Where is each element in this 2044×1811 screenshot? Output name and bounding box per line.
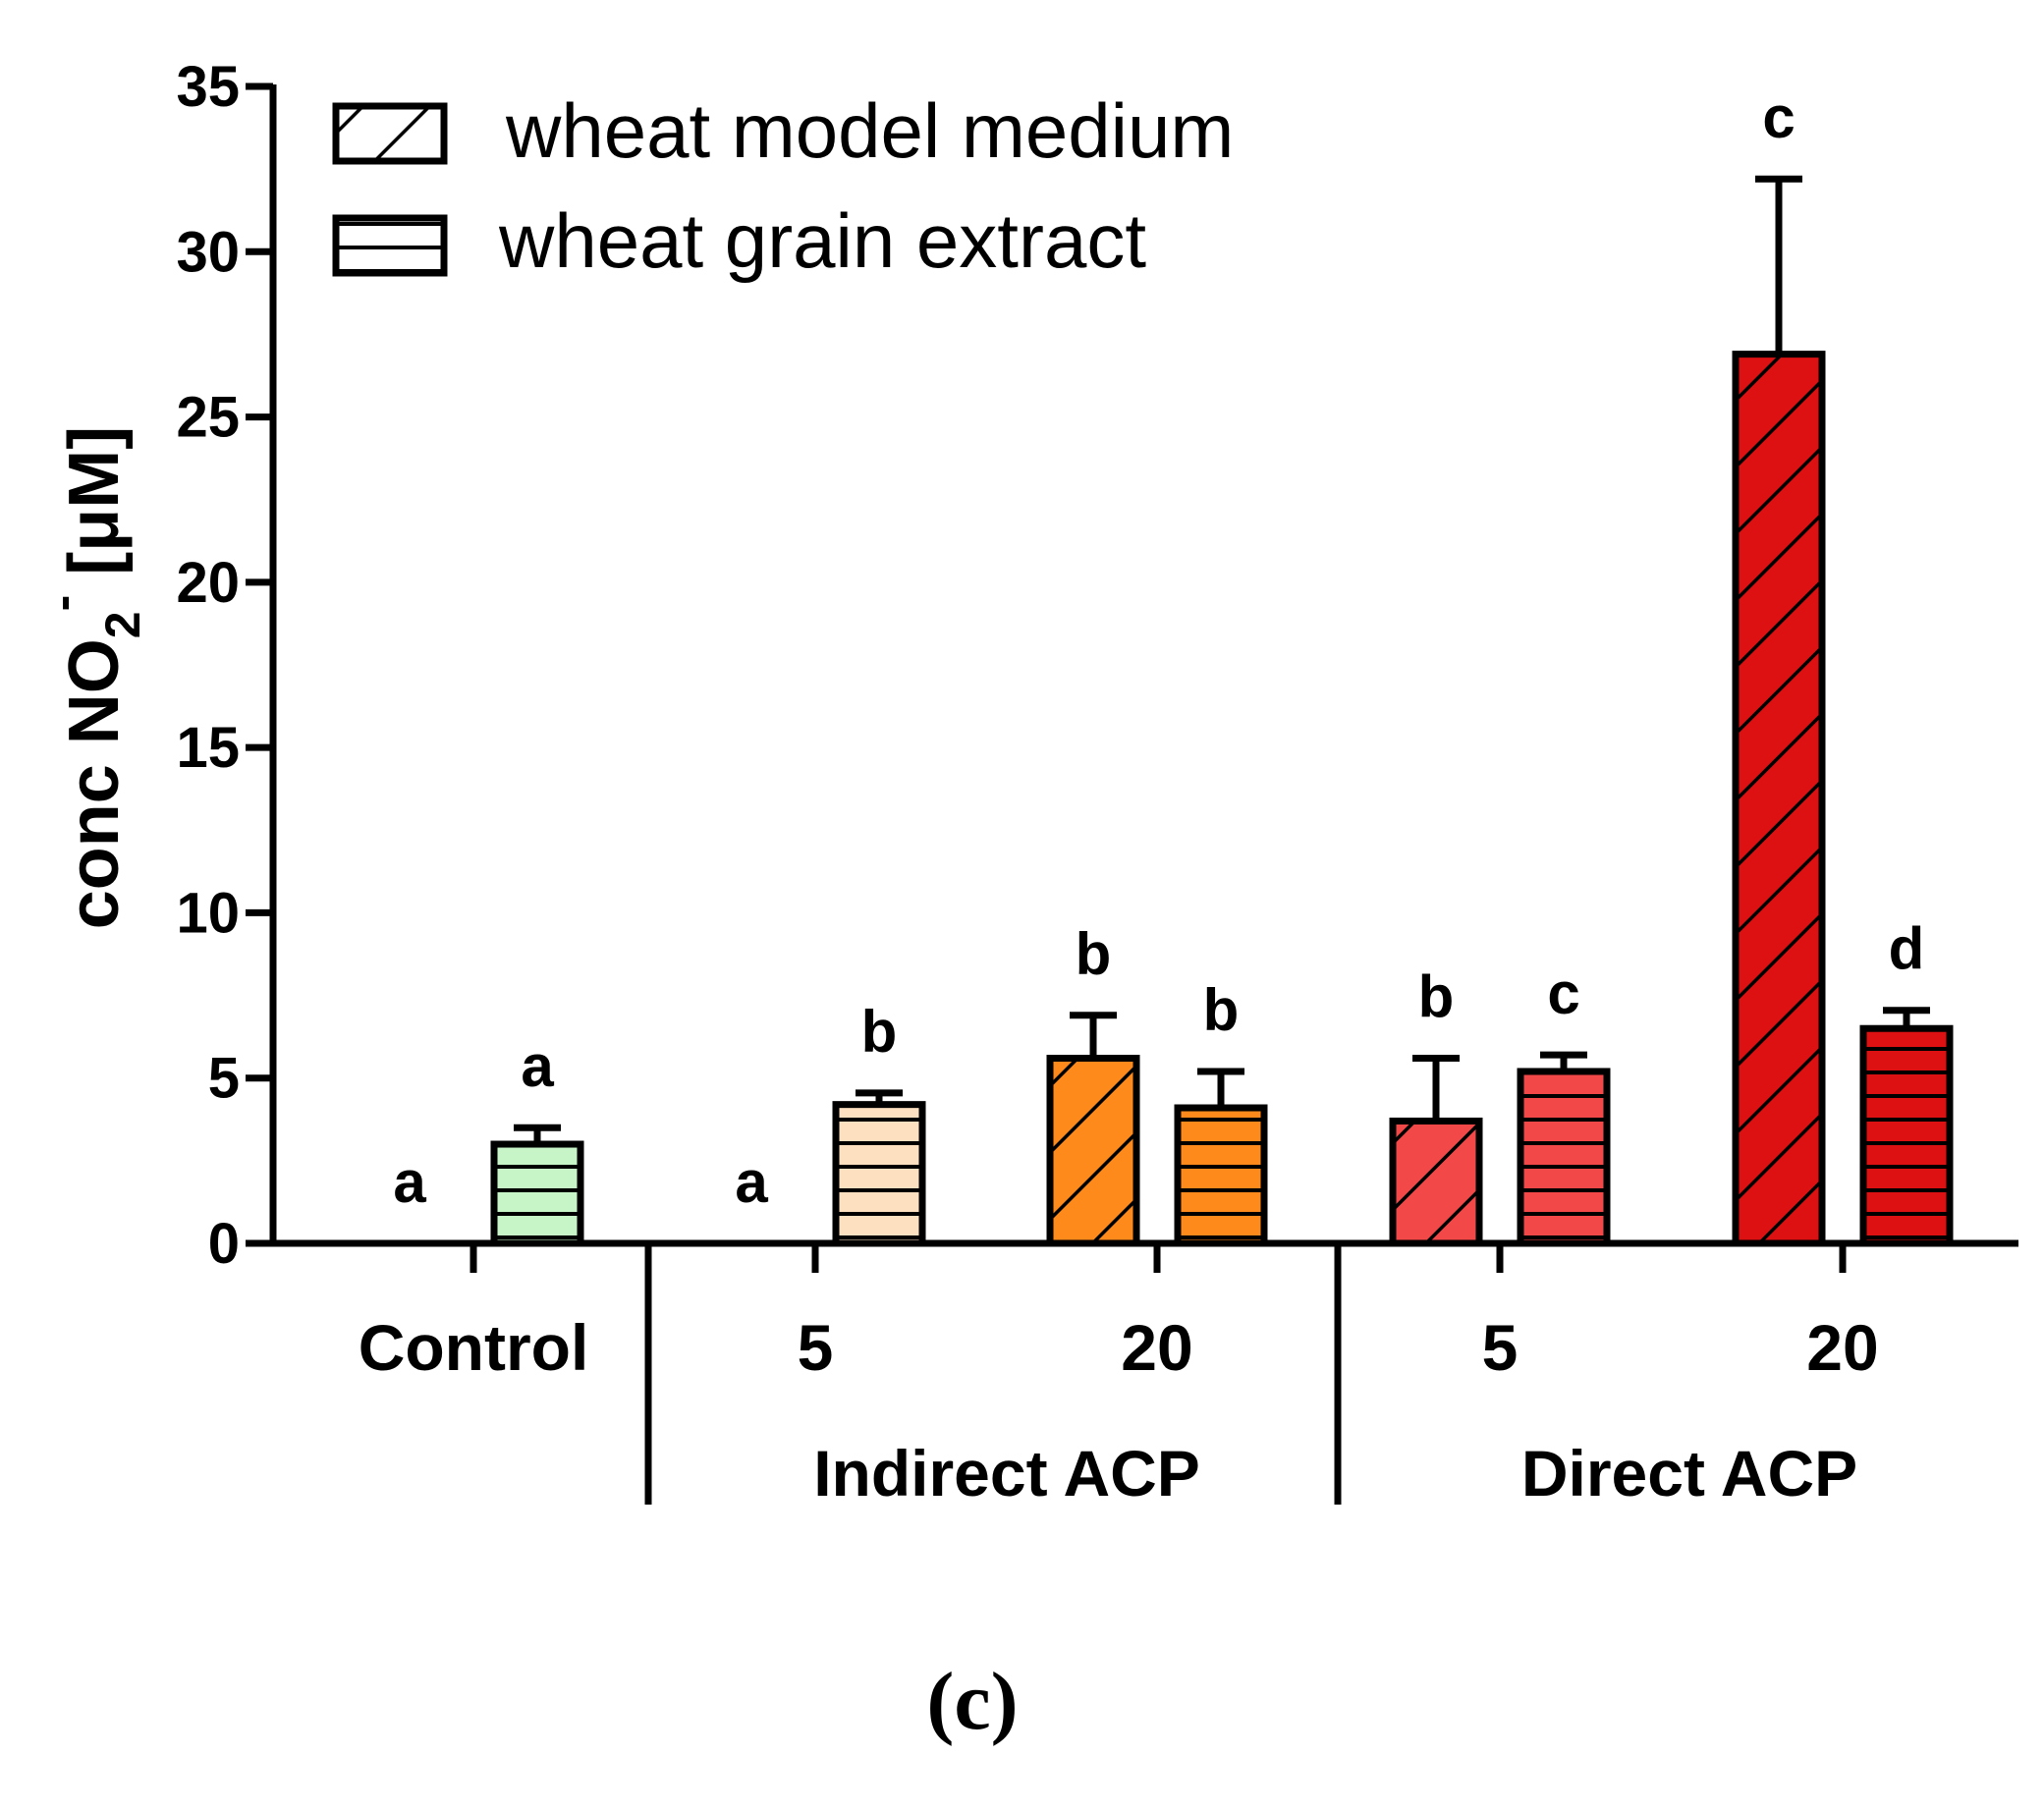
y-tick-label-7: 35 [176, 55, 240, 119]
y-tick-label-1: 5 [208, 1047, 240, 1111]
y-tick-label-3: 15 [176, 716, 240, 780]
bar-hatch-s1-c2 [1178, 1108, 1264, 1243]
bar-hatch-s0-c2 [1050, 1058, 1136, 1243]
bar-hatch-s0-c4 [1736, 354, 1822, 1243]
sig-letter-s0-c1: a [735, 1149, 768, 1215]
y-axis-title: conc NO2- [μM] [34, 426, 150, 930]
bar-hatch-s1-c4 [1863, 1028, 1950, 1243]
legend-label-1: wheat grain extract [498, 197, 1146, 284]
y-tick-label-4: 20 [176, 551, 240, 615]
sig-letter-s0-c3: b [1418, 964, 1455, 1030]
sig-letter-s1-c1: b [861, 999, 898, 1065]
legend-swatch-horizontal [332, 214, 448, 277]
bar-hatch-s1-c3 [1520, 1070, 1607, 1243]
x-tick-label-3: 5 [1482, 1311, 1519, 1384]
sig-letter-s0-c2: b [1076, 921, 1112, 987]
bars: a a b b c a b b c d [393, 84, 1954, 1247]
y-axis-title-unit: [μM] [55, 426, 134, 595]
x-tick-label-0: Control [359, 1311, 589, 1384]
sig-letter-s1-c2: b [1203, 977, 1240, 1043]
sig-letter-s1-c4: d [1889, 916, 1925, 982]
bar-hatch-s1-c1 [836, 1104, 922, 1243]
bar-hatch-s0-c3 [1393, 1121, 1479, 1243]
y-axis-title-main: conc NO [55, 638, 134, 929]
legend-label-0: wheat model medium [505, 87, 1234, 174]
y-tick-label-6: 30 [176, 220, 240, 284]
x-tick-label-4: 20 [1806, 1311, 1878, 1384]
bar-hatch-s1-c0 [494, 1144, 580, 1243]
panel-label: (c) [926, 1656, 1018, 1747]
legend-swatch-diagonal [332, 102, 448, 165]
y-tick-label-2: 10 [176, 881, 240, 945]
group-label-indirect: Indirect ACP [813, 1437, 1200, 1509]
sig-letter-s0-c4: c [1762, 84, 1795, 150]
group-label-direct: Direct ACP [1521, 1437, 1857, 1509]
sig-letter-s1-c3: c [1547, 960, 1579, 1026]
legend: wheat model medium wheat grain extract [332, 87, 1234, 284]
y-axis-title-sup: - [34, 595, 89, 612]
y-tick-label-0: 0 [208, 1212, 240, 1276]
y-tick-label-5: 25 [176, 386, 240, 450]
x-tick-label-1: 5 [798, 1311, 834, 1384]
x-tick-label-2: 20 [1121, 1311, 1192, 1384]
y-axis-title-sub: 2 [95, 611, 150, 638]
sig-letter-s0-c0: a [393, 1149, 426, 1215]
sig-letter-s1-c0: a [521, 1033, 554, 1099]
